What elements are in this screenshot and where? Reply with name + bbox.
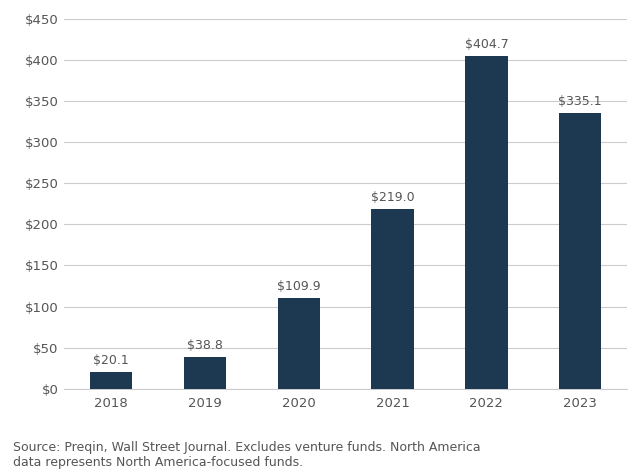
- Bar: [90, 372, 132, 389]
- Bar: [559, 113, 602, 389]
- Text: $404.7: $404.7: [465, 38, 508, 51]
- Text: $335.1: $335.1: [559, 95, 602, 109]
- Bar: [465, 56, 508, 389]
- Bar: [371, 209, 413, 389]
- Bar: [278, 299, 320, 389]
- Text: $219.0: $219.0: [371, 191, 414, 204]
- Bar: [184, 357, 226, 389]
- Text: $38.8: $38.8: [187, 339, 223, 352]
- Text: Source: Preqin, Wall Street Journal. Excludes venture funds. North America
data : Source: Preqin, Wall Street Journal. Exc…: [13, 441, 481, 469]
- Text: $109.9: $109.9: [277, 281, 321, 293]
- Text: $20.1: $20.1: [93, 354, 129, 367]
